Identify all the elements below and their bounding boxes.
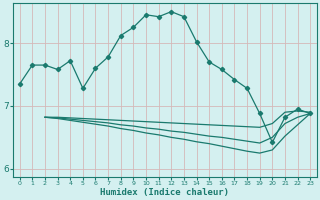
X-axis label: Humidex (Indice chaleur): Humidex (Indice chaleur)	[100, 188, 229, 197]
